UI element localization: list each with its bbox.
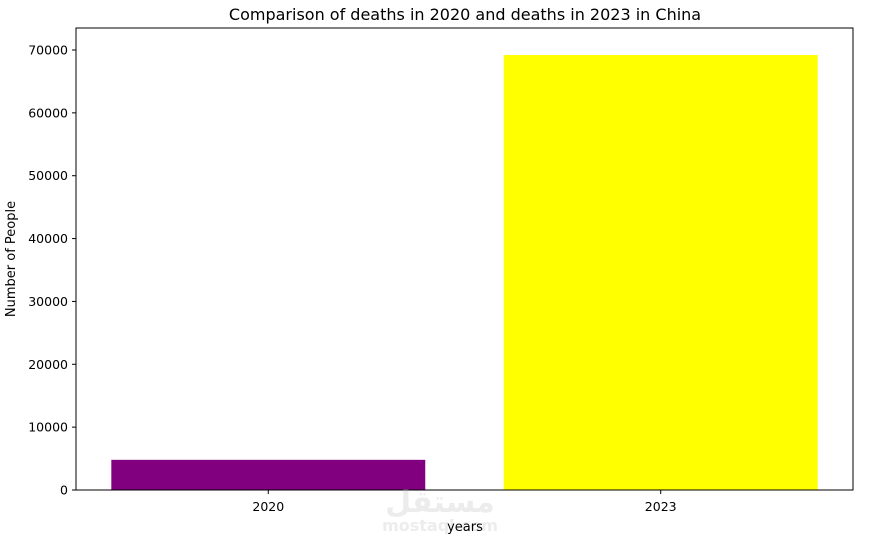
y-tick-label: 20000 [28, 357, 68, 372]
watermark-arabic: مستقل [385, 485, 495, 520]
watermark: مستقل mostaql.com [382, 485, 498, 535]
y-tick-label: 30000 [28, 294, 68, 309]
plot-frame [75, 27, 854, 491]
y-tick-label: 50000 [28, 168, 68, 183]
bar-2020 [111, 459, 426, 490]
x-tick-label: 2023 [645, 499, 677, 514]
x-axis-label: years [447, 520, 483, 535]
y-tick-label: 60000 [28, 105, 68, 120]
y-tick-label: 70000 [28, 43, 68, 58]
y-tick-label: 0 [60, 483, 68, 498]
bars-group [111, 55, 818, 491]
bar-2023 [503, 55, 818, 491]
x-tick-label: 2020 [252, 499, 284, 514]
chart-title: Comparison of deaths in 2020 and deaths … [229, 5, 701, 24]
y-axis: 0 10000 20000 30000 40000 50000 60000 70000 [28, 43, 76, 498]
y-tick-label: 10000 [28, 420, 68, 435]
x-axis: 2020 2023 [252, 490, 677, 514]
y-tick-label: 40000 [28, 231, 68, 246]
y-axis-label: Number of People [4, 201, 19, 317]
watermark-latin: mostaql.com [382, 516, 498, 535]
